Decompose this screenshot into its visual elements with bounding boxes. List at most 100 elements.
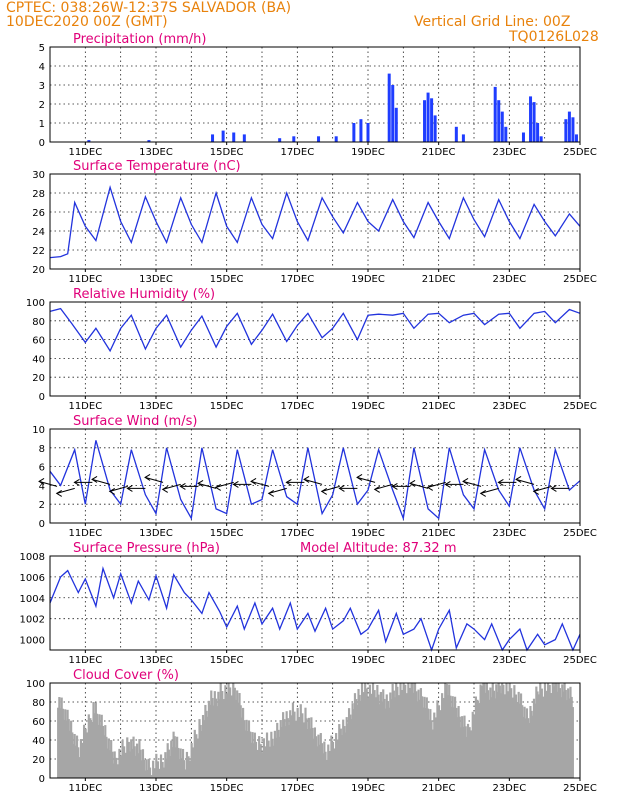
- cloud-bar: [73, 733, 76, 778]
- cloud-bar: [331, 742, 335, 778]
- cloud-bar: [163, 767, 166, 778]
- cloud-bar: [535, 686, 538, 778]
- x-tick-label: 13DEC: [139, 147, 173, 158]
- cloud-bar: [521, 705, 524, 778]
- cloud-bar: [61, 708, 64, 778]
- y-tick-label: 60: [32, 717, 45, 728]
- cloud-bar: [218, 699, 221, 778]
- cloud-bar: [90, 721, 94, 778]
- cloud-bar: [171, 747, 174, 778]
- x-tick-label: 25DEC: [563, 401, 597, 412]
- cloud-bar: [195, 734, 198, 778]
- cloud-bar: [390, 699, 393, 778]
- cloud-bar: [386, 701, 390, 778]
- wind-arrow-head: [55, 489, 62, 497]
- cloud-bar: [464, 726, 467, 778]
- cloud-bar: [89, 718, 92, 778]
- cloud-bar: [564, 689, 567, 778]
- y-tick-label: 80: [32, 317, 45, 328]
- cloud-bar: [204, 704, 207, 778]
- cloud-bar: [517, 691, 520, 778]
- cloud-bar: [185, 751, 189, 778]
- y-tick-label: 40: [32, 736, 45, 747]
- cloud-bar: [433, 712, 436, 778]
- wind-arrow-head: [320, 487, 327, 495]
- cloud-bar: [556, 691, 559, 778]
- cloud-bar: [491, 683, 494, 778]
- cloud-bar: [246, 731, 249, 778]
- cloud-bar: [100, 714, 103, 778]
- cloud-bar: [251, 732, 254, 778]
- cloud-bar: [313, 727, 317, 778]
- cloud-bar: [293, 711, 296, 778]
- wind-vector-arrow: [250, 480, 270, 487]
- precip-bar: [334, 136, 338, 142]
- cloud-bar: [141, 749, 145, 778]
- cloud-bar: [217, 691, 220, 778]
- cloud-bar: [285, 711, 288, 778]
- cloud-bar: [525, 708, 529, 778]
- wind-arrow-head: [144, 473, 151, 481]
- precip-bar: [430, 98, 434, 142]
- cloud-bar: [227, 683, 230, 778]
- cloud-bar: [358, 694, 361, 778]
- cloud-bar: [516, 702, 519, 778]
- x-tick-label: 13DEC: [139, 401, 173, 412]
- wind-vector-arrow: [162, 483, 181, 490]
- cloud-bar: [499, 693, 503, 778]
- cloud-bar: [262, 738, 265, 778]
- cloud-bar: [425, 697, 428, 778]
- cloud-bar: [518, 703, 521, 778]
- cloud-bar: [116, 764, 119, 778]
- cloud-bar: [378, 704, 381, 778]
- cloud-bar: [112, 763, 115, 778]
- cloud-bar: [456, 717, 459, 778]
- cloud-bar: [106, 748, 109, 778]
- wind-arrow-head: [462, 477, 469, 485]
- cloud-bar: [146, 769, 149, 778]
- cloud-bar: [349, 714, 352, 778]
- cloud-bar: [66, 709, 69, 778]
- cloud-bar: [272, 745, 275, 778]
- cloud-bar: [547, 683, 550, 778]
- wind-arrow-head: [550, 484, 557, 492]
- x-tick-label: 21DEC: [422, 528, 456, 539]
- cloud-bar: [165, 758, 168, 778]
- cloud-bar: [397, 695, 401, 778]
- cloud-bar: [181, 748, 185, 778]
- cloud-bar: [199, 725, 202, 778]
- cloud-bar: [442, 697, 445, 778]
- cloud-bar: [558, 688, 561, 778]
- cloud-bar: [156, 761, 159, 778]
- wind-arrow-head: [232, 480, 239, 488]
- wind-arrow-head: [91, 475, 98, 483]
- precip-bar: [423, 100, 427, 142]
- wind-arrow-head: [250, 477, 257, 485]
- cloud-bar: [65, 720, 68, 778]
- wind-vector-arrow: [533, 485, 552, 492]
- wind-arrow-head: [532, 487, 539, 495]
- cloud-bar: [59, 708, 62, 778]
- cloud-bar: [551, 683, 554, 778]
- cloud-bar: [121, 739, 124, 778]
- cloud-bar: [450, 706, 453, 778]
- cloud-bar: [311, 727, 314, 778]
- cloud-bar: [379, 691, 382, 778]
- pres-series-line: [49, 566, 581, 653]
- cloud-bar: [238, 693, 241, 778]
- wind-vector-arrow: [480, 487, 499, 494]
- cloud-bar: [234, 699, 238, 778]
- precip-bar: [567, 111, 571, 142]
- cloud-bar: [305, 718, 308, 778]
- cloud-bar: [196, 738, 200, 778]
- x-tick-label: 11DEC: [68, 783, 102, 794]
- wind-arrow-head: [426, 483, 433, 491]
- wind-arrow-head: [161, 485, 168, 493]
- cloud-bar: [353, 693, 357, 778]
- cloud-bar: [130, 739, 133, 778]
- cloud-bar: [95, 713, 99, 778]
- precip-bar: [539, 136, 543, 142]
- header-run-time: 10DEC2020 00Z (GMT): [6, 14, 168, 30]
- precip-bar: [391, 85, 395, 142]
- cloud-bar: [557, 683, 560, 778]
